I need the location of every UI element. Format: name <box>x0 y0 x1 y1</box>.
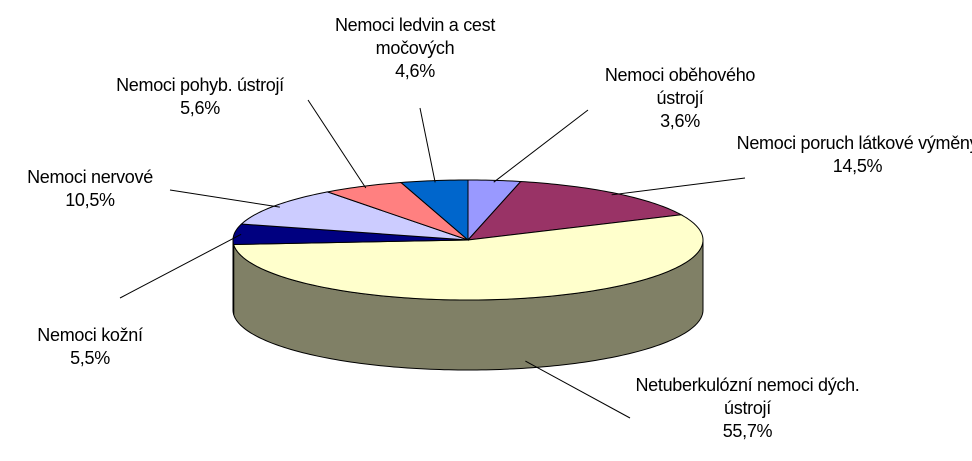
leader-line <box>307 99 367 189</box>
category-name: Nemoci poruch látkové výměny <box>736 133 972 153</box>
leader-line <box>119 233 242 299</box>
data-label: Nemoci oběhového ústrojí 3,6% <box>580 64 780 133</box>
category-name: Nemoci pohyb. ústrojí <box>116 75 284 95</box>
leader-line <box>493 109 589 183</box>
data-label: Nemoci pohyb. ústrojí 5,6% <box>80 74 320 120</box>
data-label: Nemoci nervové 10,5% <box>0 166 180 212</box>
data-label: Nemoci kožní 5,5% <box>20 324 160 370</box>
value-label: 14,5% <box>832 156 883 176</box>
category-name: Nemoci kožní <box>37 325 143 345</box>
leader-line <box>525 360 631 419</box>
value-label: 4,6% <box>395 61 435 81</box>
slice-side <box>232 239 235 315</box>
data-label: Nemoci poruch látkové výměny 14,5% <box>735 132 972 178</box>
category-name: Nemoci ledvin a cest močových <box>334 15 496 58</box>
value-label: 55,7% <box>722 421 773 441</box>
value-label: 5,6% <box>180 98 220 118</box>
slice <box>232 223 469 246</box>
leader-line <box>419 107 436 183</box>
category-name: Nemoci nervové <box>27 167 153 187</box>
slice <box>325 181 469 241</box>
value-label: 10,5% <box>65 190 115 210</box>
category-name: Nemoci oběhového ústrojí <box>604 65 756 108</box>
data-label: Netuberkulózní nemoci dých. ústrojí 55,7% <box>625 374 870 443</box>
data-label: Nemoci ledvin a cest močových 4,6% <box>310 14 520 83</box>
slice <box>232 214 704 301</box>
leader-line <box>169 189 280 208</box>
leader-line <box>611 177 746 196</box>
slice <box>399 179 469 242</box>
category-name: Netuberkulózní nemoci dých. ústrojí <box>635 375 860 418</box>
value-label: 3,6% <box>660 111 700 131</box>
slice <box>466 181 683 241</box>
value-label: 5,5% <box>70 348 110 368</box>
